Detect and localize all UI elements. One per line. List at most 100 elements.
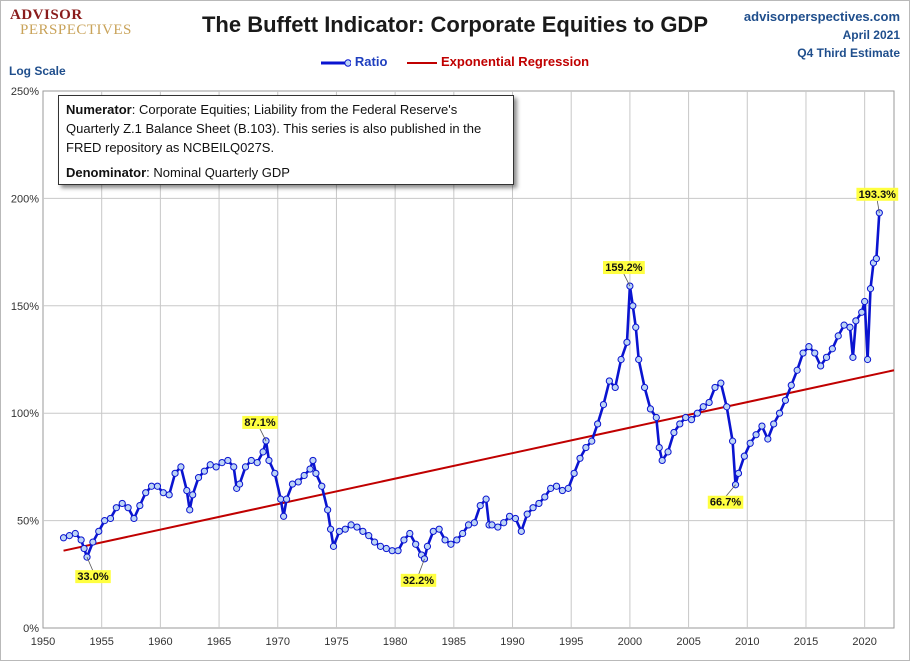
ratio-point <box>282 495 291 503</box>
callout-bg <box>400 573 437 587</box>
ratio-point <box>535 499 543 508</box>
advisor-perspectives-logo: ADVISOR PERSPECTIVES <box>10 8 132 38</box>
ratio-point <box>194 474 203 482</box>
ratio-point <box>500 519 508 527</box>
legend-ratio: Ratio <box>320 54 387 69</box>
x-tick-label: 1950 <box>31 636 55 648</box>
ratio-point <box>740 452 748 460</box>
callout-bg <box>602 261 645 275</box>
ratio-point <box>734 469 743 477</box>
ratio-point <box>218 459 226 467</box>
ratio-point <box>370 538 379 546</box>
ratio-point <box>412 540 420 548</box>
ratio-point <box>365 532 373 540</box>
ratio-point <box>147 482 156 490</box>
ratio-point <box>541 493 549 501</box>
callout-leader <box>623 273 631 287</box>
ratio-point <box>594 420 602 428</box>
note-denominator-text: : Nominal Quarterly GDP <box>146 165 290 180</box>
data-source-note: Numerator: Corporate Equities; Liability… <box>58 95 514 185</box>
logo-line2: PERSPECTIVES <box>20 22 132 38</box>
x-tick-label: 1975 <box>324 636 348 648</box>
note-denominator-label: Denominator <box>66 165 147 180</box>
ratio-point <box>547 484 555 492</box>
ratio-point <box>335 527 343 535</box>
ratio-point <box>406 529 414 538</box>
regression-line <box>63 369 895 552</box>
ratio-point <box>453 536 461 544</box>
ratio-point <box>640 383 649 392</box>
ratio-point <box>646 405 655 413</box>
x-tick-label: 2010 <box>735 636 759 648</box>
ratio-point <box>136 501 144 510</box>
ratio-point <box>861 297 869 306</box>
ratio-point <box>341 525 349 533</box>
ratio-point <box>394 547 402 555</box>
note-numerator-label: Numerator <box>66 102 132 117</box>
x-tick-label: 1985 <box>442 636 466 648</box>
y-tick-label: 250% <box>11 86 39 98</box>
ratio-point <box>863 355 872 364</box>
ratio-point <box>300 471 308 480</box>
x-tick-label: 1965 <box>207 636 231 648</box>
ratio-point <box>106 514 115 523</box>
ratio-point <box>655 443 663 452</box>
ratio-point <box>470 519 478 527</box>
ratio-point <box>711 383 719 392</box>
ratio-point <box>617 355 625 364</box>
ratio-point <box>764 435 772 443</box>
ratio-point <box>511 514 520 523</box>
ratio-point <box>505 512 514 520</box>
source-site: advisorperspectives.com <box>743 9 900 24</box>
ratio-point <box>347 521 355 529</box>
ratio-point <box>623 338 631 346</box>
ratio-point <box>312 469 320 477</box>
y-tick-label: 200% <box>11 193 39 205</box>
ratio-point <box>570 469 578 477</box>
ratio-point <box>828 345 836 353</box>
note-numerator-text: : Corporate Equities; Liability from the… <box>66 102 482 155</box>
ratio-point <box>435 525 443 533</box>
ratio-point <box>77 536 85 544</box>
ratio-point <box>632 323 640 331</box>
ratio-point <box>259 448 267 456</box>
ratio-point <box>687 416 696 424</box>
x-tick-label: 1955 <box>89 636 113 648</box>
ratio-point <box>95 527 103 535</box>
callout-leader <box>259 428 267 442</box>
ratio-point <box>834 332 842 340</box>
ratio-point <box>236 480 244 488</box>
x-tick-label: 1980 <box>383 636 407 648</box>
ratio-point <box>576 454 584 462</box>
ratio-point <box>635 355 643 364</box>
ratio-point <box>441 536 449 544</box>
ratio-point <box>177 463 185 471</box>
ratio-point <box>852 317 860 325</box>
ratio-point <box>787 381 795 389</box>
ratio-point <box>212 463 220 471</box>
ratio-point <box>781 396 790 404</box>
x-tick-label: 2005 <box>676 636 700 648</box>
ratio-point <box>294 478 302 486</box>
ratio-point <box>359 527 367 535</box>
callout-bg <box>242 415 278 429</box>
logo-line1: ADVISOR <box>10 7 83 23</box>
ratio-point <box>699 403 707 411</box>
ratio-point <box>746 439 754 447</box>
y-tick-label: 100% <box>11 408 39 420</box>
ratio-point <box>629 302 637 310</box>
callout-label: 193.3% <box>859 189 897 201</box>
ratio-point <box>423 542 432 550</box>
y-tick-label: 0% <box>23 623 39 635</box>
ratio-point <box>811 349 819 357</box>
ratio-point <box>171 469 179 477</box>
callout-leader <box>86 556 94 572</box>
ratio-point <box>153 482 162 490</box>
ratio-point <box>400 536 408 544</box>
callout-bg <box>75 570 111 584</box>
ratio-point <box>866 285 875 293</box>
ratio-point <box>130 514 138 523</box>
ratio-point <box>388 547 396 555</box>
ratio-point <box>849 353 857 361</box>
ratio-point <box>605 377 613 385</box>
